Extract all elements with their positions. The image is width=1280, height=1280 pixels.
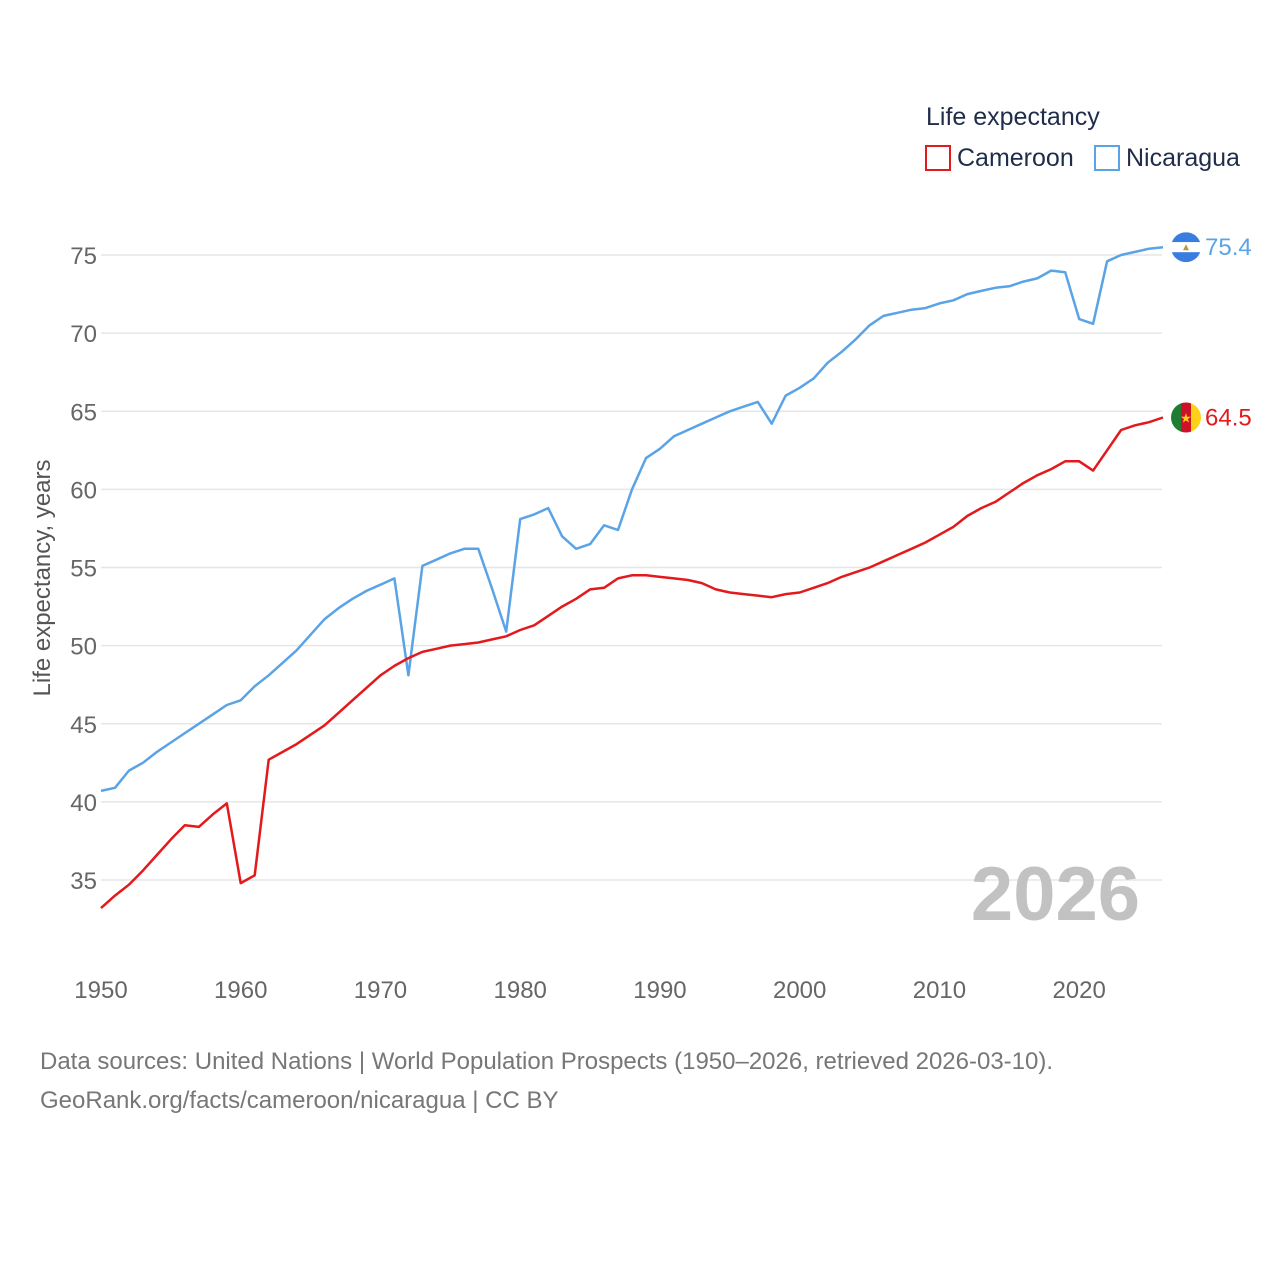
- x-tick-label-2010: 2010: [913, 977, 966, 1004]
- series-line-cameroon[interactable]: [100, 416, 1164, 910]
- legend-swatch-cameroon: [925, 145, 951, 171]
- legend: Life expectancy Cameroon Nicaragua: [925, 103, 1240, 172]
- x-tick-label-1990: 1990: [633, 977, 686, 1004]
- legend-item-cameroon[interactable]: Cameroon: [925, 144, 1074, 172]
- legend-label-cameroon: Cameroon: [957, 144, 1074, 172]
- y-axis-title: Life expectancy, years: [29, 459, 56, 696]
- series-line-nicaragua[interactable]: [100, 245, 1164, 793]
- x-tick-label-1950: 1950: [74, 977, 127, 1004]
- legend-title: Life expectancy: [926, 103, 1100, 131]
- y-tick-label-45: 45: [70, 712, 97, 739]
- y-tick-label-35: 35: [70, 868, 97, 895]
- x-tick-label-1960: 1960: [214, 977, 267, 1004]
- legend-swatch-nicaragua: [1094, 145, 1120, 171]
- nicaragua-flag-icon: [1171, 232, 1201, 263]
- y-tick-label-60: 60: [70, 477, 97, 504]
- data-source-note: Data sources: United Nations | World Pop…: [40, 1048, 1053, 1075]
- end-value-label-cameroon: 64.5: [1205, 405, 1252, 432]
- x-tick-label-1970: 1970: [354, 977, 407, 1004]
- source-url[interactable]: GeoRank.org/facts/cameroon/nicaragua | C…: [40, 1087, 558, 1114]
- y-tick-label-70: 70: [70, 321, 97, 348]
- y-tick-label-50: 50: [70, 634, 97, 661]
- x-axis-ticks: 1950 1960 1970 1980 1990 2000 2010 2020: [74, 977, 1106, 1004]
- series-end-markers: ★ 64.5 75.4: [1171, 232, 1252, 433]
- svg-text:★: ★: [1180, 411, 1192, 426]
- legend-item-nicaragua[interactable]: Nicaragua: [1094, 144, 1240, 172]
- y-tick-label-65: 65: [70, 399, 97, 426]
- x-tick-label-2020: 2020: [1052, 977, 1105, 1004]
- x-tick-label-2000: 2000: [773, 977, 826, 1004]
- y-tick-label-55: 55: [70, 556, 97, 583]
- x-tick-label-1980: 1980: [494, 977, 547, 1004]
- end-value-label-nicaragua: 75.4: [1205, 234, 1252, 261]
- cameroon-flag-icon: ★: [1171, 402, 1201, 433]
- series-lines: [100, 245, 1164, 910]
- year-watermark: 2026: [971, 852, 1140, 937]
- y-tick-label-75: 75: [70, 243, 97, 270]
- y-gridlines: 35 40 45 50 55 60 65 70 75: [70, 243, 1162, 895]
- y-tick-label-40: 40: [70, 790, 97, 817]
- legend-label-nicaragua: Nicaragua: [1126, 144, 1240, 172]
